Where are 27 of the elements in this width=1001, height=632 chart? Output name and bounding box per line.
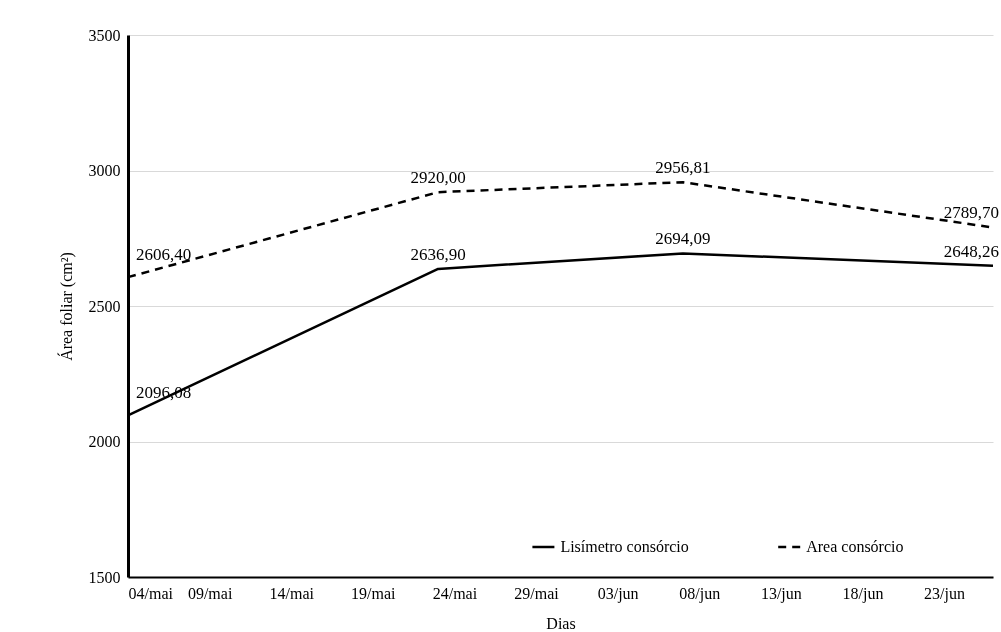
data-label: 2606,40 <box>136 245 192 265</box>
x-tick-label: 23/jun <box>924 584 965 603</box>
x-tick-label: 09/mai <box>187 584 233 602</box>
x-tick-label: 04/mai <box>128 584 174 602</box>
x-tick-label: 24/mai <box>432 584 478 602</box>
x-tick-label: 19/mai <box>351 584 397 602</box>
y-tick-label: 2000 <box>88 433 121 450</box>
x-tick-label: 29/mai <box>514 584 560 602</box>
legend-label: Area consórcio <box>806 538 904 555</box>
data-label: 2920,00 <box>410 168 466 188</box>
y-axis-title: Área foliar (cm²) <box>56 252 76 361</box>
data-label: 2636,90 <box>410 244 466 264</box>
data-label: 2648,26 <box>943 241 999 261</box>
data-label: 2956,81 <box>655 158 711 178</box>
y-tick-label: 1500 <box>88 568 121 586</box>
x-tick-label: 08/jun <box>679 584 721 603</box>
x-tick-label: 13/jun <box>760 584 802 603</box>
x-tick-label: 03/jun <box>597 584 639 603</box>
y-tick-label: 3500 <box>88 26 121 44</box>
x-tick-label: 14/mai <box>269 584 315 602</box>
y-tick-label: 2500 <box>88 297 121 315</box>
data-label: 2694,09 <box>655 229 711 249</box>
data-label: 2789,70 <box>943 203 999 223</box>
x-tick-label: 18/jun <box>842 584 884 603</box>
y-tick-label: 3000 <box>88 162 121 179</box>
x-axis-title: Dias <box>546 614 576 632</box>
legend-label: Lisímetro consórcio <box>560 538 689 555</box>
